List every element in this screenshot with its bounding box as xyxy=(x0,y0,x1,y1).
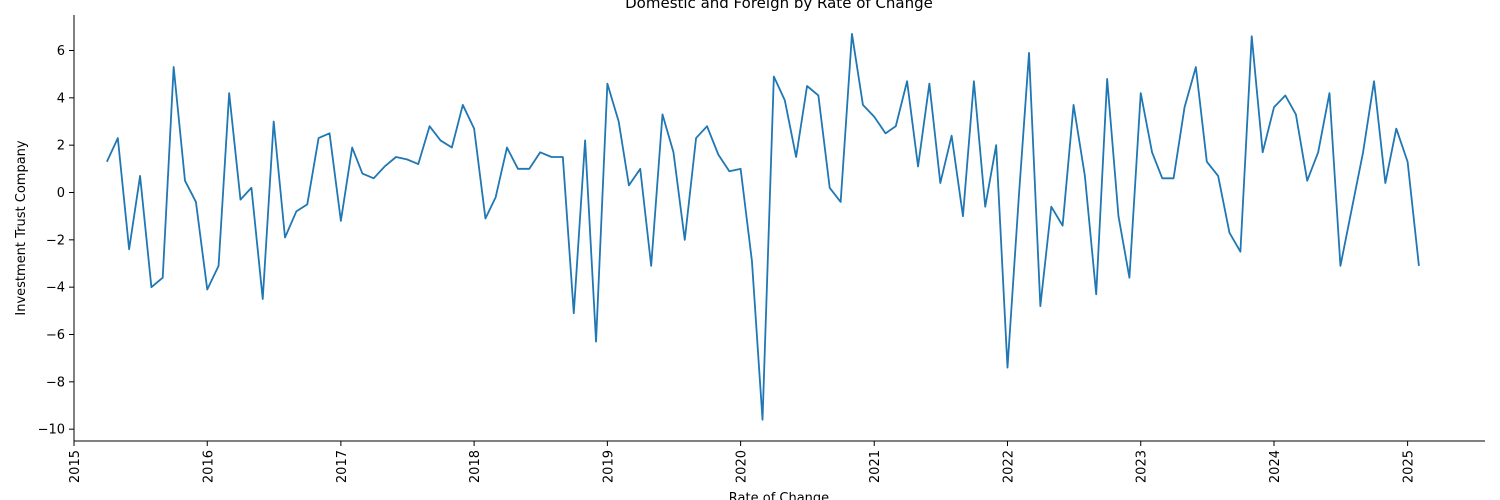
x-tick-label: 2021 xyxy=(868,450,883,483)
y-tick-label: 2 xyxy=(57,139,65,154)
x-tick-label: 2022 xyxy=(1001,450,1016,483)
y-tick-label: −4 xyxy=(46,281,65,296)
x-tick-label: 2016 xyxy=(201,450,216,483)
y-tick-label: −6 xyxy=(46,328,65,343)
x-axis-title: Rate of Change xyxy=(729,491,829,500)
x-tick-label: 2020 xyxy=(735,450,750,483)
x-tick-label: 2015 xyxy=(68,450,83,483)
y-axis-ticks: −10 −8 −6 −4 −2 0 2 4 6 xyxy=(38,44,74,438)
x-tick-label: 2019 xyxy=(601,450,616,483)
x-tick-label: 2018 xyxy=(468,450,483,483)
x-tick-label: 2017 xyxy=(335,450,350,483)
x-axis-ticks: 2015 2016 2017 2018 2019 2020 2021 2022 2023 2024… xyxy=(68,441,1417,483)
chart-title: Domestic and Foreign by Rate of Change xyxy=(625,0,933,12)
y-axis-title: Investment Trust Company xyxy=(14,140,29,316)
y-tick-label: −10 xyxy=(38,423,65,438)
series-line xyxy=(106,33,1420,421)
x-tick-label: 2024 xyxy=(1268,450,1283,483)
y-tick-label: 6 xyxy=(57,44,65,59)
y-tick-label: 4 xyxy=(57,91,65,106)
x-tick-label: 2023 xyxy=(1135,450,1150,483)
y-tick-label: 0 xyxy=(57,186,65,201)
y-tick-label: −2 xyxy=(46,233,65,248)
y-tick-label: −8 xyxy=(46,375,65,390)
x-tick-label: 2025 xyxy=(1402,450,1417,483)
